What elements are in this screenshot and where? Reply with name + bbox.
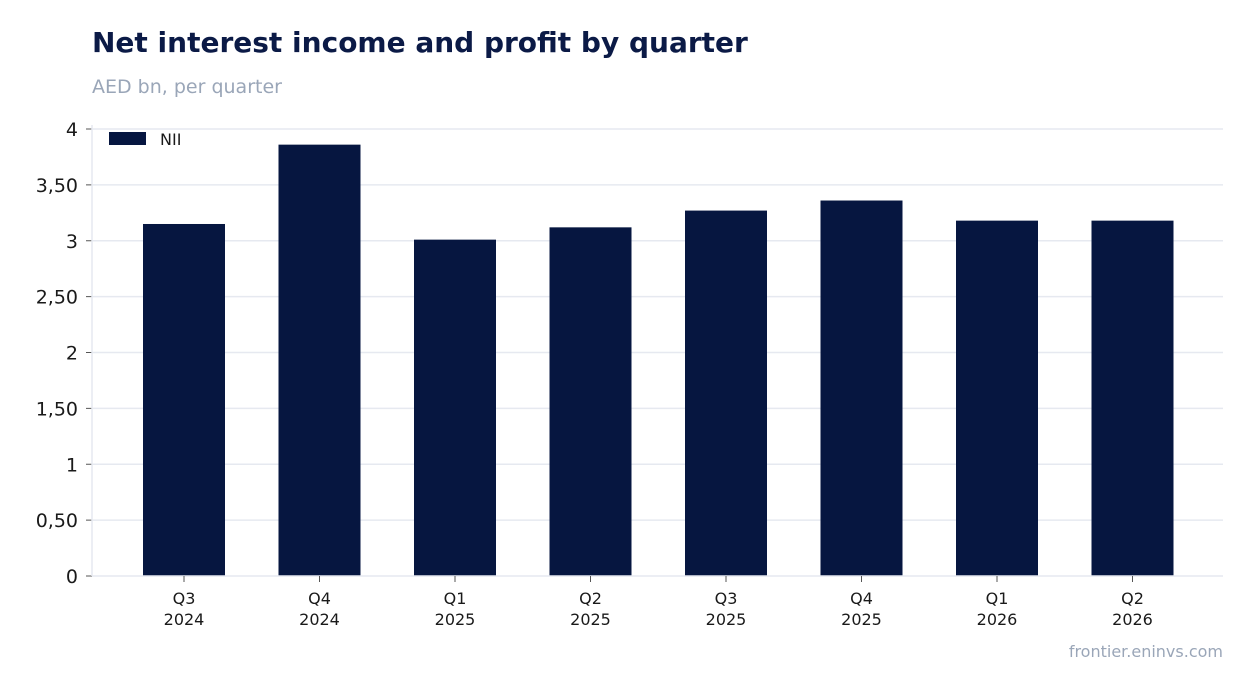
- x-tick-label: 2025: [841, 610, 882, 629]
- x-tick-label: 2024: [164, 610, 205, 629]
- legend: NII: [109, 130, 181, 149]
- legend-label: NII: [160, 130, 181, 149]
- x-tick-label: Q3: [715, 589, 738, 608]
- y-tick-label: 1,50: [36, 398, 78, 420]
- bar: [1091, 220, 1174, 576]
- x-tick-label: 2024: [299, 610, 340, 629]
- x-tick-label: Q4: [308, 589, 331, 608]
- y-tick-label: 3: [66, 231, 78, 253]
- x-tick-label: Q4: [850, 589, 873, 608]
- x-tick-label: 2025: [570, 610, 611, 629]
- x-tick-label: 2025: [706, 610, 747, 629]
- chart-title: Net interest income and profit by quarte…: [92, 26, 748, 59]
- x-tick-label: Q1: [986, 589, 1009, 608]
- bar: [685, 210, 767, 576]
- x-tick-label: 2026: [1112, 610, 1153, 629]
- source-label: frontier.eninvs.com: [1068, 642, 1223, 661]
- x-tick-label: Q1: [444, 589, 467, 608]
- legend-swatch: [109, 132, 146, 145]
- x-tick-label: Q2: [579, 589, 602, 608]
- bar: [143, 223, 225, 577]
- grid-lines: [92, 128, 1223, 521]
- bar: [278, 144, 361, 576]
- y-tick-label: 2: [66, 343, 78, 365]
- y-tick-label: 3,50: [36, 175, 78, 197]
- bars: [143, 144, 1174, 577]
- x-tick-label: 2025: [435, 610, 476, 629]
- bar: [549, 227, 632, 576]
- bar: [820, 200, 903, 576]
- y-tick-label: 2,50: [36, 287, 78, 309]
- chart-subtitle: AED bn, per quarter: [92, 76, 282, 98]
- x-tick-label: 2026: [977, 610, 1018, 629]
- x-tick-label: Q3: [173, 589, 196, 608]
- y-tick-label: 1: [66, 454, 78, 476]
- bar: [414, 239, 496, 576]
- bar: [956, 220, 1038, 576]
- axes: 0 0,50 1 1,50 2 2,50 3 3,50 4 Q3 2024 Q4 2024 Q1 2025 Q…: [36, 119, 1223, 629]
- y-tick-label: 0,50: [36, 510, 78, 532]
- y-tick-label: 0: [66, 566, 78, 588]
- y-tick-label: 4: [66, 119, 78, 141]
- x-tick-label: Q2: [1121, 589, 1144, 608]
